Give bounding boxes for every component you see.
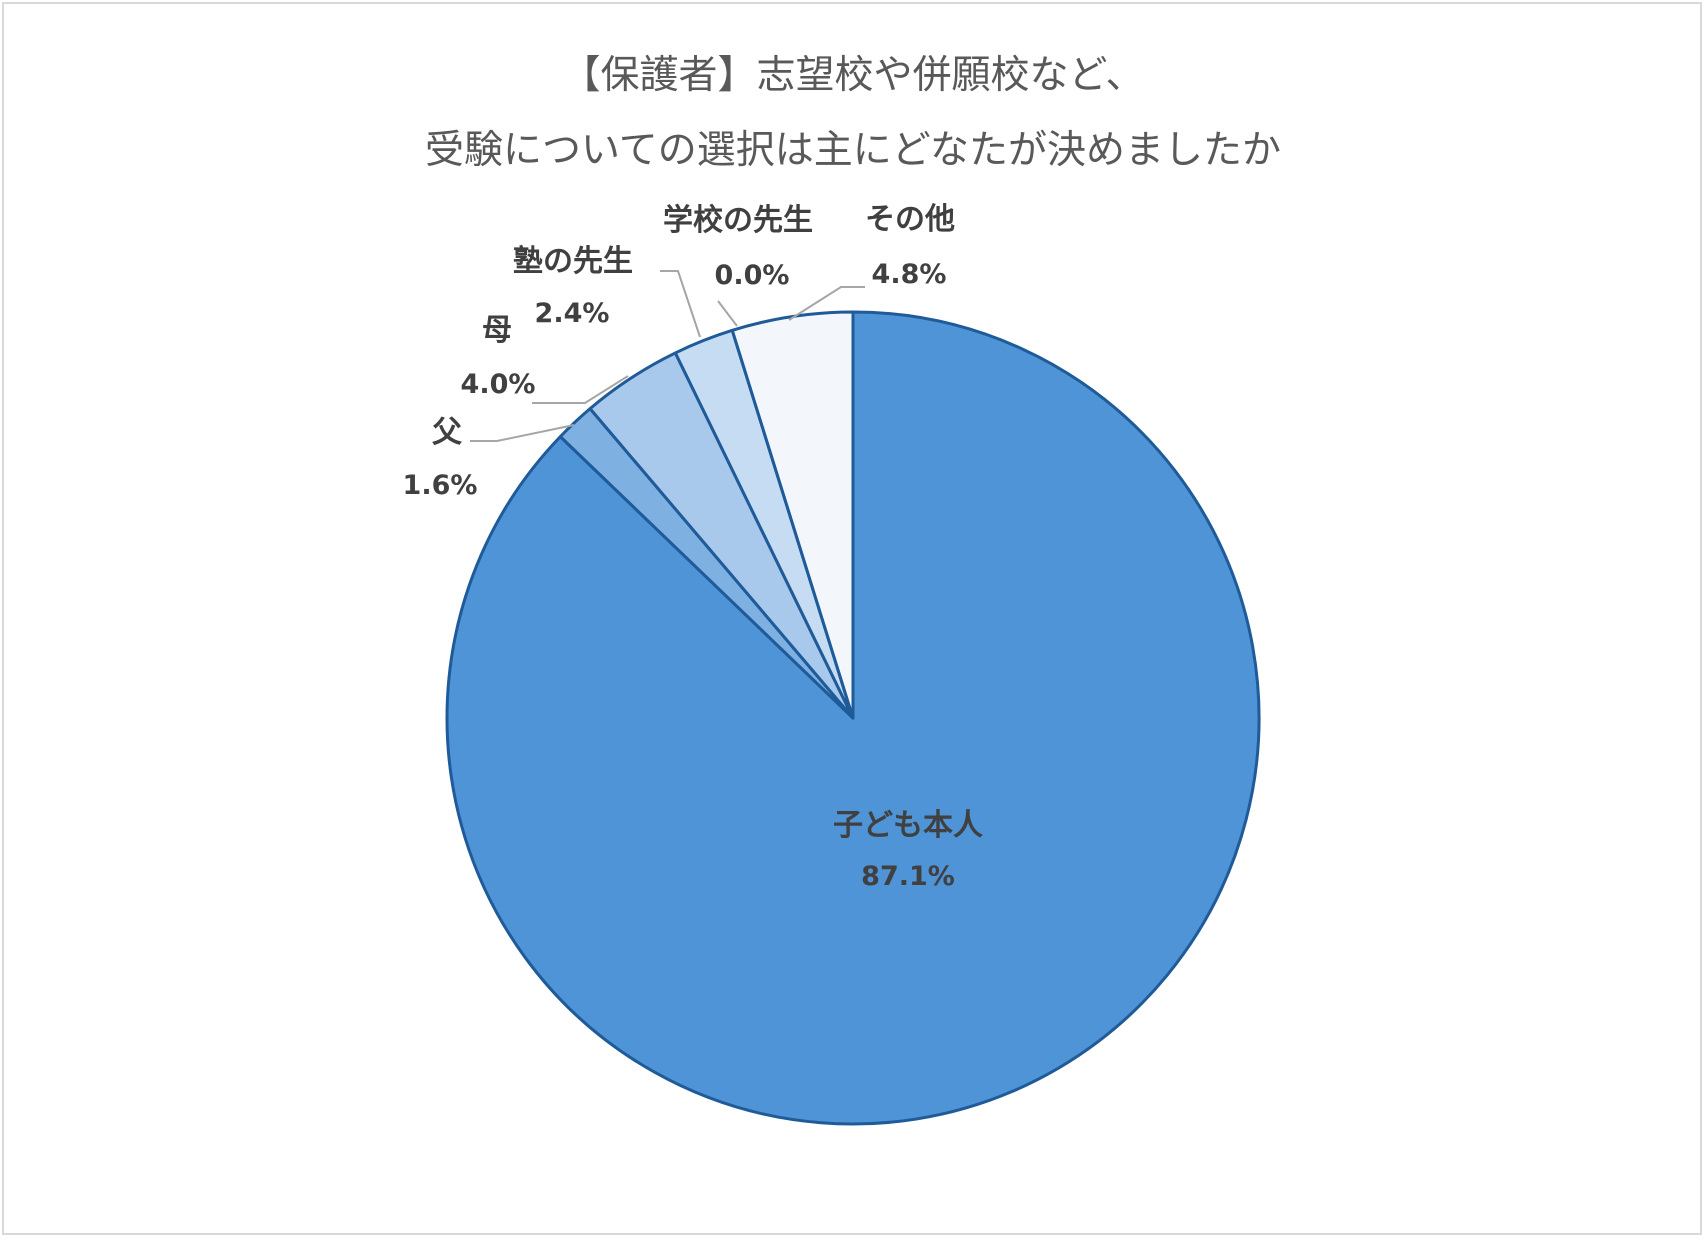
leader-line-2 (532, 375, 629, 404)
slice-value-label-1: 1.6% (403, 470, 478, 501)
slice-value-label-2: 4.0% (461, 369, 536, 400)
leader-line-3 (660, 270, 701, 338)
slice-value-label-0: 87.1% (861, 861, 955, 892)
chart-title-line-2: 受験についての選択は主にどなたが決めましたか (425, 128, 1281, 173)
slice-label-0: 子ども本人 (833, 808, 983, 843)
slice-label-4: 学校の先生 (663, 203, 813, 238)
leader-line-4 (717, 300, 738, 327)
slice-label-2: 母 (482, 313, 512, 348)
slice-value-label-5: 4.8% (872, 259, 947, 290)
slice-label-5: その他 (865, 202, 955, 237)
slice-value-label-3: 2.4% (535, 298, 610, 329)
leader-lines (470, 270, 865, 442)
slice-label-1: 父 (432, 415, 462, 450)
slice-label-3: 塾の先生 (513, 244, 633, 279)
leader-line-1 (470, 424, 575, 442)
chart-title-line-1: 【保護者】志望校や併願校など、 (561, 53, 1144, 98)
slice-labels: 子ども本人 87.1% 父 1.6% 母 4.0% 塾の先生 2.4% 学校の先生 0.0% その他… (403, 202, 983, 892)
slice-value-label-4: 0.0% (715, 260, 790, 291)
leader-line-5 (788, 286, 865, 321)
pie-slice-5 (730, 310, 855, 720)
pie-slices (445, 310, 1261, 1126)
